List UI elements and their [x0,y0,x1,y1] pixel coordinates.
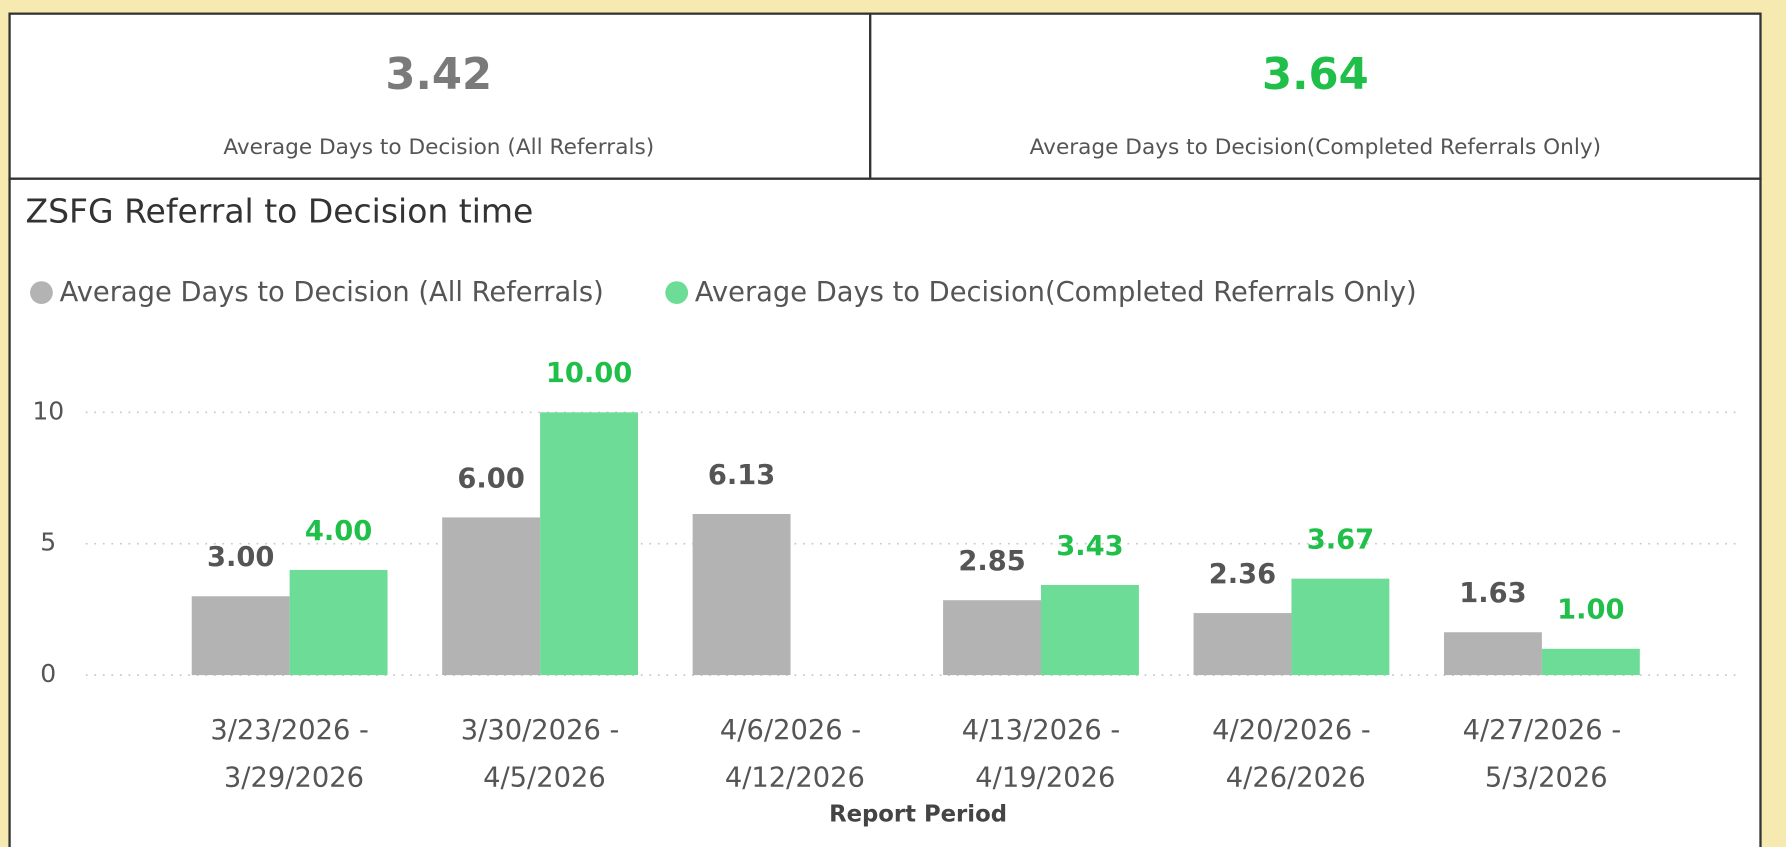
bar [943,600,1041,676]
data-label: 4.00 [305,516,372,547]
y-tick-label: 10 [32,396,64,425]
bar [1040,584,1139,676]
chart-frame [8,177,1762,847]
bar [1541,648,1640,676]
x-axis-title: Report Period [829,802,1007,828]
data-label: 3.67 [1307,525,1374,556]
bar [191,596,290,676]
data-label: 1.00 [1557,595,1624,626]
bar [1444,632,1542,676]
card-value: 3.64 [1262,50,1369,100]
chart-title: ZSFG Referral to Decision time [26,191,534,230]
data-label: 1.63 [1459,578,1526,609]
data-label: 2.36 [1209,559,1276,590]
x-tick-label: 3/23/2026 - 3/29/2026 [210,714,369,793]
x-tick-label: 4/13/2026 - 4/19/2026 [962,714,1121,793]
bar [1193,613,1292,676]
data-label: 6.00 [457,463,524,494]
y-tick-label: 0 [40,659,56,688]
bar [1291,578,1390,676]
bar [540,412,638,676]
data-label: 3.43 [1056,531,1123,562]
card-frame [8,12,872,180]
legend-label: Average Days to Decision(Completed Refer… [695,277,1417,308]
bar [289,569,388,676]
x-tick-label: 4/6/2026 - 4/12/2026 [716,714,865,793]
data-label: 3.00 [207,542,274,573]
legend-swatch [30,281,53,304]
bar [442,517,541,676]
card-label: Average Days to Decision(Completed Refer… [1030,135,1601,160]
bar [692,514,791,676]
x-tick-label: 4/20/2026 - 4/26/2026 [1212,714,1371,793]
x-tick-label: 4/27/2026 - 5/3/2026 [1463,714,1622,793]
data-label: 10.00 [546,358,632,389]
legend-swatch [665,281,689,304]
card-frame [869,12,1762,180]
data-label: 2.85 [958,546,1025,577]
y-tick-label: 5 [40,528,56,557]
card-label: Average Days to Decision (All Referrals) [223,135,654,160]
legend-label: Average Days to Decision (All Referrals) [60,277,604,308]
data-label: 6.13 [708,460,775,491]
x-tick-label: 3/30/2026 - 4/5/2026 [461,714,620,793]
card-value: 3.42 [385,50,492,100]
